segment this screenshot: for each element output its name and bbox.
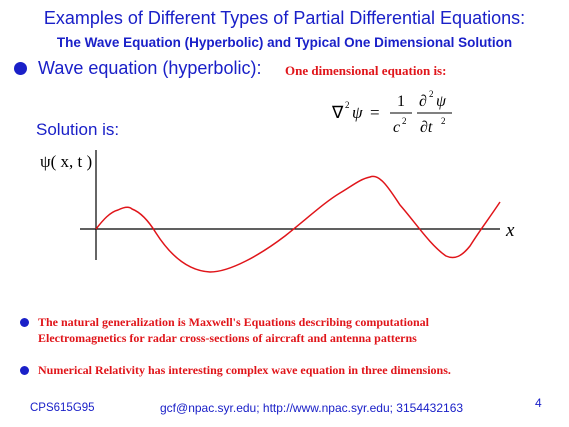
y-axis-label: ψ( x, t ) — [40, 152, 93, 171]
x-axis-label: x — [505, 220, 515, 241]
fraction-two-denominator: ∂t — [420, 119, 433, 136]
fraction-one-denominator-exponent: 2 — [402, 116, 407, 126]
nabla-symbol: ∇ — [331, 103, 344, 122]
bullet-icon — [20, 366, 29, 375]
contact-info: gcf@npac.syr.edu; http://www.npac.syr.ed… — [160, 401, 464, 415]
slide-subtitle: The Wave Equation (Hyperbolic) and Typic… — [56, 35, 513, 50]
bullet-icon — [14, 62, 27, 75]
relativity-note: Numerical Relativity has interesting com… — [38, 363, 451, 377]
wave-solution-plot: x — [80, 150, 515, 273]
fraction-one-denominator: c — [393, 119, 400, 136]
slide-title: Examples of Different Types of Partial D… — [43, 8, 526, 28]
maxwell-note: The natural generalization is Maxwell's … — [38, 314, 429, 346]
solution-label: Solution is: — [36, 120, 120, 139]
bullet-icon — [20, 318, 29, 327]
psi-symbol: ψ — [352, 103, 363, 122]
page-number: 4 — [535, 396, 542, 410]
maxwell-note-line-2: Electromagnetics for radar cross-section… — [38, 331, 417, 345]
wave-equation-label: Wave equation (hyperbolic): — [38, 58, 262, 78]
fraction-one-numerator: 1 — [397, 93, 405, 110]
fraction-two-numerator-exponent: 2 — [429, 89, 434, 99]
fraction-two-numerator: ∂ — [419, 93, 427, 110]
one-dimensional-note: One dimensional equation is: — [285, 63, 447, 78]
equals-sign: = — [370, 103, 380, 122]
nabla-exponent: 2 — [345, 100, 350, 110]
wave-equation-formula: ∇ 2 ψ = 1 c 2 ∂ 2 ψ ∂t 2 — [331, 89, 452, 136]
fraction-two-denominator-exponent: 2 — [441, 116, 446, 126]
maxwell-note-line-1: The natural generalization is Maxwell's … — [38, 315, 430, 329]
course-code: CPS615G95 — [30, 402, 95, 414]
wave-curve — [95, 175, 501, 273]
fraction-two-numerator-psi: ψ — [436, 93, 447, 110]
